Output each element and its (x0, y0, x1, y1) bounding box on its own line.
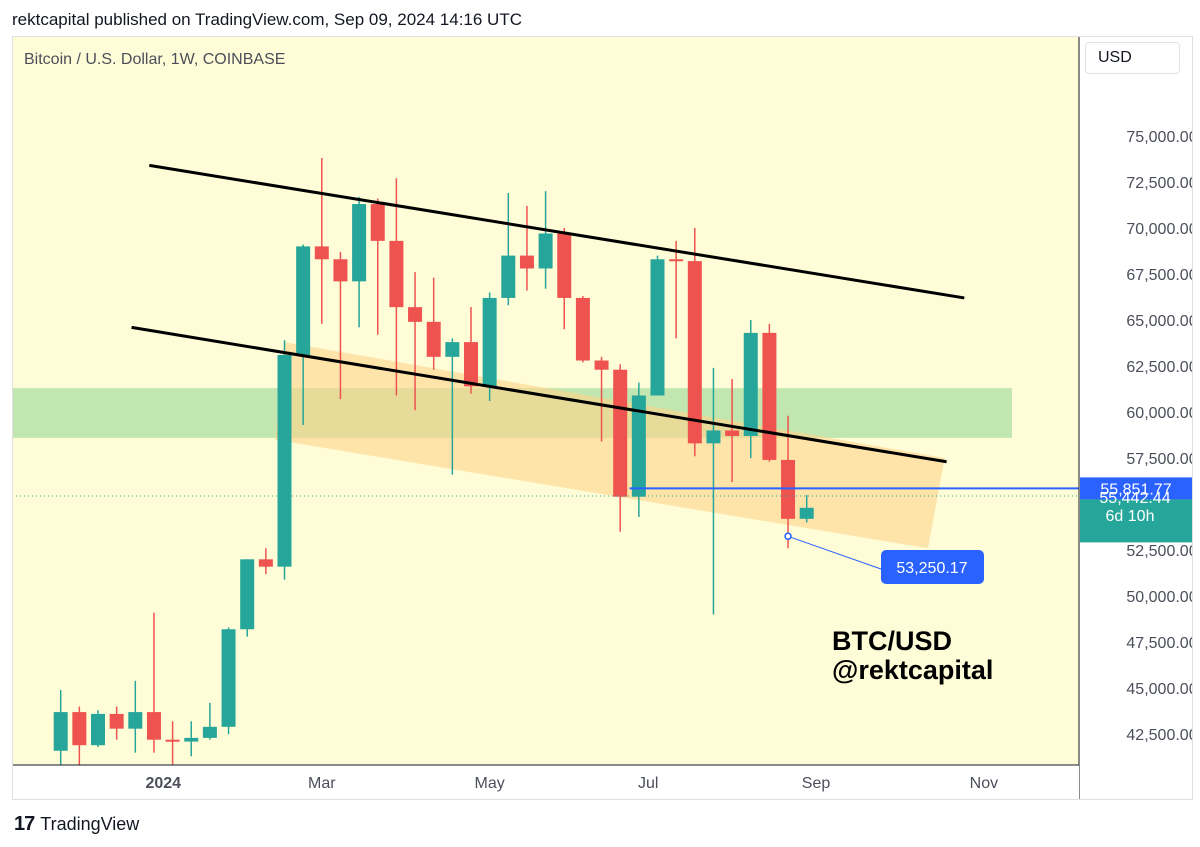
candle[interactable] (538, 233, 553, 269)
annotation-label: 53,250.17 (896, 560, 967, 577)
candle[interactable] (128, 712, 143, 729)
support-price-tag[interactable] (1080, 477, 1193, 500)
candle[interactable] (72, 712, 87, 746)
candle[interactable] (762, 332, 777, 460)
candle[interactable] (240, 559, 255, 630)
candle[interactable] (53, 712, 68, 751)
candle[interactable] (669, 259, 684, 262)
y-tick-label: 60,000.00 (1126, 405, 1193, 422)
candle[interactable] (650, 259, 665, 396)
candle[interactable] (146, 712, 161, 740)
time-axis[interactable] (12, 765, 1079, 800)
tradingview-brand: TradingView (40, 814, 140, 834)
candle[interactable] (631, 395, 646, 497)
y-tick-label: 70,000.00 (1126, 221, 1193, 238)
annotation-leader (787, 535, 882, 570)
y-tick-label: 65,000.00 (1126, 313, 1193, 330)
candle[interactable] (613, 369, 628, 497)
watermark-line1: BTC/USD (832, 626, 952, 656)
current-price-tag[interactable] (1080, 499, 1193, 543)
orange-zone[interactable] (275, 342, 945, 549)
candle[interactable] (202, 726, 217, 738)
candle[interactable] (165, 739, 180, 742)
candle[interactable] (706, 430, 721, 444)
candle[interactable] (91, 713, 105, 746)
y-tick-label: 75,000.00 (1126, 129, 1193, 146)
support-price-label: 55,851.77 (1100, 481, 1171, 498)
candle[interactable] (296, 246, 311, 355)
y-tick-label: 47,500.00 (1126, 635, 1193, 652)
annotation-anchor[interactable] (784, 532, 792, 541)
candle[interactable] (557, 233, 572, 298)
candle[interactable] (575, 297, 590, 361)
x-tick-label: Sep (802, 775, 831, 792)
x-tick-label: Jul (638, 775, 658, 792)
publish-header: rektcapital published on TradingView.com… (12, 10, 522, 29)
candle[interactable] (314, 246, 329, 260)
candle[interactable] (277, 354, 292, 567)
price-axis[interactable] (1079, 36, 1193, 800)
candle[interactable] (426, 321, 441, 357)
x-tick-label: Mar (308, 775, 336, 792)
candle[interactable] (370, 204, 385, 241)
channel-lower-line[interactable] (131, 325, 947, 464)
candle[interactable] (482, 297, 497, 387)
candle[interactable] (501, 255, 516, 298)
candle[interactable] (221, 629, 236, 727)
candle[interactable] (389, 240, 404, 308)
y-tick-label: 50,000.00 (1126, 589, 1193, 606)
annotation-label-box[interactable] (881, 550, 984, 584)
candlestick-chart[interactable]: 53,250.17 42,500.00 45,000.00 47,500.00 50,0… (12, 36, 1193, 800)
chart-border (12, 36, 1193, 800)
candle[interactable] (799, 507, 814, 519)
candle[interactable] (519, 255, 534, 269)
currency-button[interactable]: USD (1085, 42, 1180, 74)
tradingview-logo-icon: 17 (14, 813, 35, 835)
candle[interactable] (687, 261, 702, 444)
y-tick-label: 62,500.00 (1126, 359, 1193, 376)
countdown-label: 6d 10h (1106, 508, 1155, 525)
x-tick-label: May (475, 775, 505, 792)
chart-watermark: BTC/USD @rektcapital (832, 627, 993, 685)
candle[interactable] (743, 332, 758, 436)
candle[interactable] (725, 430, 740, 436)
y-tick-label: 42,500.00 (1126, 727, 1193, 744)
channel-upper-line[interactable] (149, 163, 965, 300)
candle[interactable] (109, 713, 124, 729)
candle[interactable] (408, 307, 423, 322)
chart-frame[interactable]: 53,250.17 42,500.00 45,000.00 47,500.00 50,0… (12, 36, 1193, 800)
x-tick-label: Nov (970, 775, 998, 792)
y-tick-label: 67,500.00 (1126, 267, 1193, 284)
y-tick-label: 52,500.00 (1126, 543, 1193, 560)
candle[interactable] (445, 342, 460, 357)
candle[interactable] (594, 360, 609, 370)
current-price-label: 55,442.44 (1099, 490, 1170, 507)
y-tick-label: 45,000.00 (1126, 681, 1193, 698)
watermark-line2: @rektcapital (832, 655, 994, 685)
candle[interactable] (464, 342, 478, 387)
candle[interactable] (333, 259, 348, 282)
x-tick-label: 2024 (145, 775, 181, 792)
candle[interactable] (258, 559, 273, 567)
candle[interactable] (184, 737, 199, 742)
candle[interactable] (352, 204, 367, 282)
tradingview-logo[interactable]: 17 TradingView (14, 813, 139, 836)
y-tick-label: 72,500.00 (1126, 175, 1193, 192)
symbol-title[interactable]: Bitcoin / U.S. Dollar, 1W, COINBASE (24, 51, 286, 68)
y-tick-label: 57,500.00 (1126, 451, 1193, 468)
